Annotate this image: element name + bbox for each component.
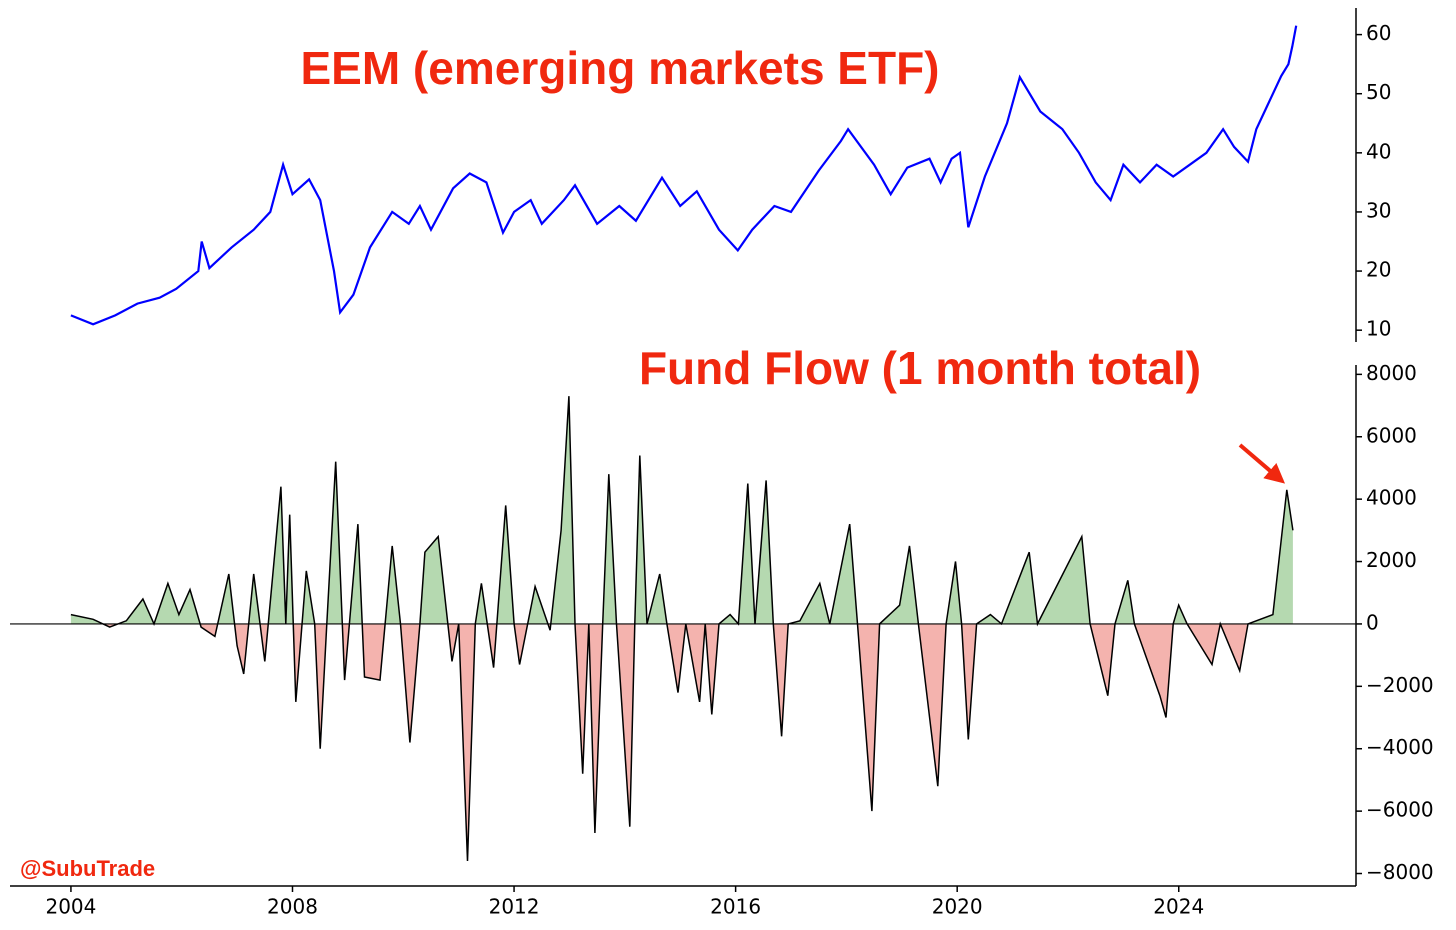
y-tick-label: 8000: [1366, 361, 1417, 385]
y-tick-label: −2000: [1366, 673, 1434, 697]
x-tick-label: 2016: [710, 895, 761, 919]
watermark: @SubuTrade: [20, 856, 155, 881]
y-tick-label: −4000: [1366, 735, 1434, 759]
y-tick-label: 60: [1366, 21, 1391, 45]
y-tick-label: −6000: [1366, 798, 1434, 822]
x-tick-label: 2020: [932, 895, 983, 919]
y-tick-label: 4000: [1366, 486, 1417, 510]
y-tick-label: 20: [1366, 258, 1391, 282]
y-tick-label: 10: [1366, 317, 1391, 341]
y-tick-label: 2000: [1366, 548, 1417, 572]
arrow: [1238, 443, 1286, 484]
top-title: EEM (emerging markets ETF): [300, 42, 939, 94]
y-tick-label: 30: [1366, 198, 1391, 222]
y-tick-label: 40: [1366, 139, 1391, 163]
y-tick-label: −8000: [1366, 860, 1434, 884]
x-tick-label: 2012: [489, 895, 540, 919]
y-tick-label: 0: [1366, 610, 1379, 634]
price-line: [70, 25, 1298, 326]
flow-line: [70, 396, 1294, 862]
x-tick-label: 2024: [1153, 895, 1204, 919]
y-tick-label: 6000: [1366, 423, 1417, 447]
x-tick-label: 2008: [267, 895, 318, 919]
bottom-title: Fund Flow (1 month total): [639, 342, 1201, 394]
y-tick-label: 50: [1366, 80, 1391, 104]
outflow-area: [102, 623, 1248, 861]
x-tick-label: 2004: [45, 895, 96, 919]
